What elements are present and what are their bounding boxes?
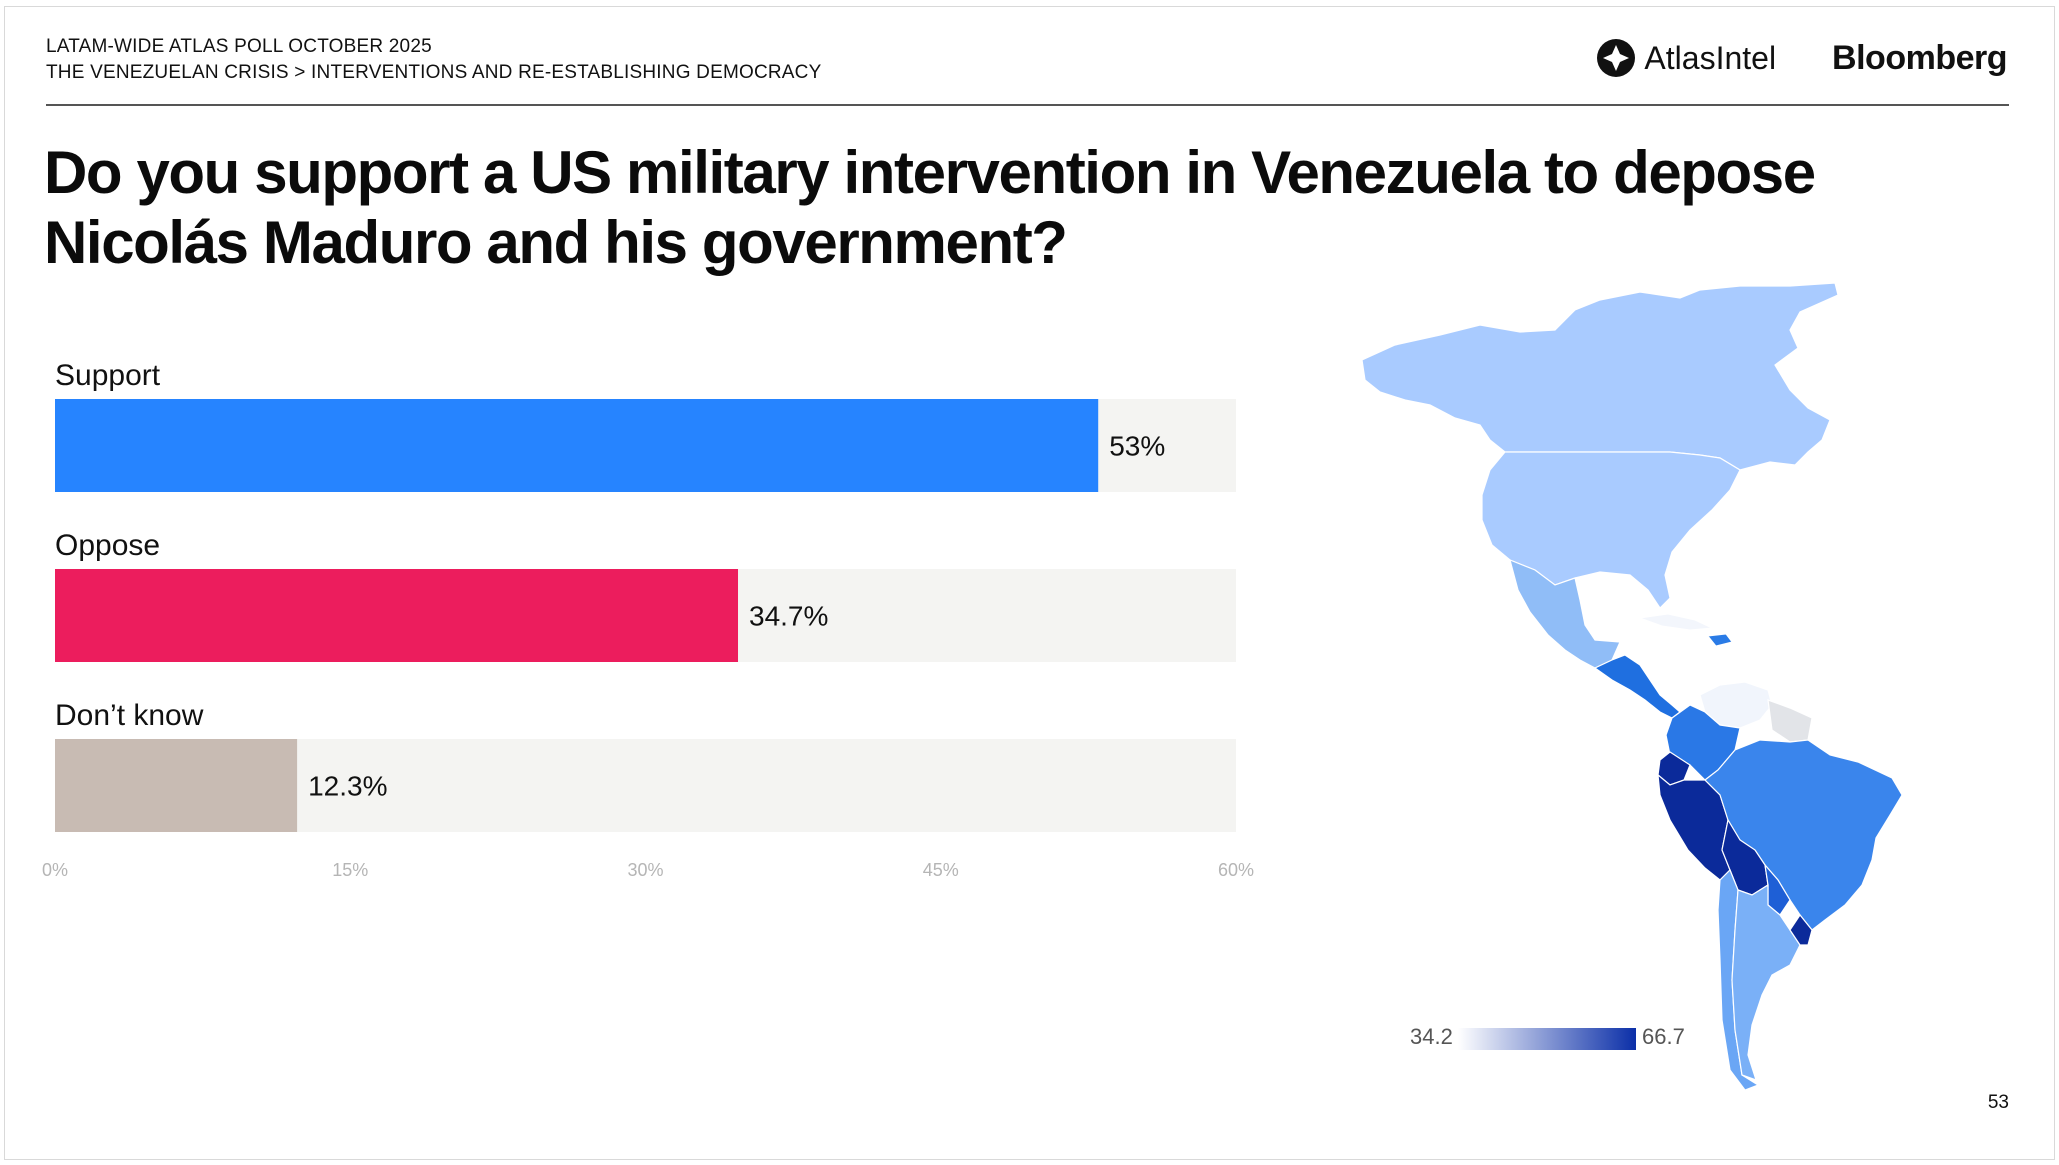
bloomberg-logo: Bloomberg (1832, 38, 2007, 77)
logos: AtlasIntel Bloomberg (1596, 34, 2007, 82)
map-uruguay (1789, 913, 1813, 946)
category-label-don-t-know: Don’t know (55, 699, 204, 732)
x-tick-label: 15% (332, 860, 368, 880)
atlasintel-logo-icon (1597, 39, 1636, 77)
title-line-2: Nicolás Maduro and his government? (44, 209, 1068, 276)
atlasintel-logo-text: AtlasIntel (1644, 39, 1777, 76)
page-title: Do you support a US military interventio… (44, 138, 1944, 278)
map-color-legend (1458, 1028, 1636, 1050)
map-mexico (1509, 558, 1621, 669)
bar-don-t-know (55, 739, 298, 832)
map-central-america (1593, 654, 1681, 719)
header-divider (46, 104, 2009, 106)
legend-min-label: 34.2 (1410, 1024, 1453, 1049)
value-label-don-t-know: 12.3% (308, 771, 387, 802)
bar-oppose (55, 569, 739, 662)
map-argentina (1731, 883, 1801, 1081)
bar-support (55, 399, 1099, 492)
value-label-oppose: 34.7% (749, 601, 828, 632)
legend-max-label: 66.7 (1642, 1024, 1685, 1049)
eyebrow-line-1: LATAM-WIDE ATLAS POLL OCTOBER 2025 (46, 36, 432, 57)
bar-chart: Support 53% Oppose 34.7% Don’t know 12.3% 0% 15… (42, 359, 1254, 880)
value-label-support: 53% (1109, 431, 1165, 462)
title-line-1: Do you support a US military interventio… (44, 139, 1816, 206)
x-tick-label: 45% (923, 860, 959, 880)
latam-map (1361, 282, 1903, 1091)
eyebrow-line-2: THE VENEZUELAN CRISIS > INTERVENTIONS AN… (46, 62, 822, 83)
category-label-oppose: Oppose (55, 529, 160, 562)
x-tick-label: 60% (1218, 860, 1254, 880)
category-label-support: Support (55, 359, 161, 392)
map-guianas (1767, 699, 1813, 743)
x-tick-label: 30% (627, 860, 663, 880)
map-hispaniola (1707, 633, 1733, 647)
map-canada (1361, 282, 1839, 471)
atlasintel-logo: AtlasIntel (1596, 38, 1776, 78)
eyebrow: LATAM-WIDE ATLAS POLL OCTOBER 2025 THE V… (46, 34, 821, 86)
map-cuba (1639, 613, 1714, 631)
page-number: 53 (1987, 1092, 2009, 1113)
map-usa (1481, 451, 1741, 609)
x-tick-label: 0% (42, 860, 68, 880)
